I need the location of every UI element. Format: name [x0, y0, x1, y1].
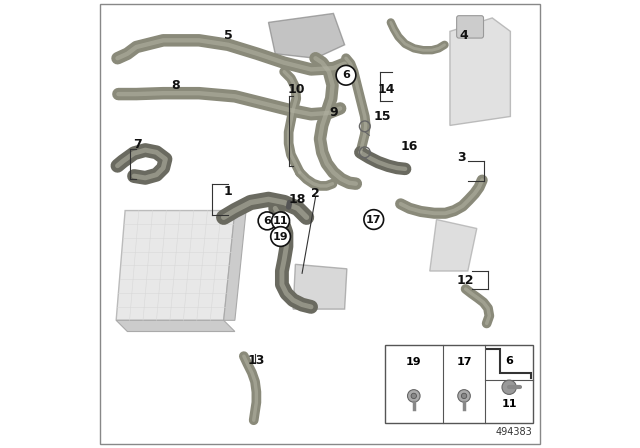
- Circle shape: [502, 380, 516, 394]
- Circle shape: [271, 212, 289, 230]
- Text: 14: 14: [378, 83, 395, 96]
- Text: 6: 6: [505, 356, 513, 366]
- Text: 4: 4: [459, 29, 468, 43]
- Text: 494383: 494383: [496, 427, 533, 437]
- Text: 5: 5: [224, 29, 232, 43]
- Circle shape: [408, 390, 420, 402]
- Text: 11: 11: [273, 216, 289, 226]
- Text: 19: 19: [406, 357, 422, 367]
- Text: 17: 17: [366, 215, 381, 224]
- Text: 15: 15: [374, 110, 392, 123]
- Text: 19: 19: [273, 232, 289, 241]
- Text: 9: 9: [329, 105, 338, 119]
- Polygon shape: [269, 13, 345, 58]
- Text: 10: 10: [288, 83, 305, 96]
- Text: 13: 13: [248, 354, 265, 367]
- Text: 2: 2: [311, 187, 320, 200]
- Text: 16: 16: [401, 140, 419, 154]
- Text: 7: 7: [133, 138, 141, 151]
- Polygon shape: [116, 211, 235, 320]
- Text: 12: 12: [457, 273, 474, 287]
- Text: 3: 3: [457, 151, 465, 164]
- Polygon shape: [116, 320, 235, 332]
- Text: 8: 8: [172, 78, 180, 92]
- Circle shape: [364, 210, 383, 229]
- Text: 6: 6: [342, 70, 350, 80]
- Circle shape: [461, 393, 467, 399]
- Circle shape: [258, 212, 276, 230]
- FancyBboxPatch shape: [457, 16, 484, 38]
- Circle shape: [458, 390, 470, 402]
- Polygon shape: [430, 220, 477, 271]
- Circle shape: [411, 393, 417, 399]
- Polygon shape: [450, 18, 511, 125]
- Polygon shape: [293, 264, 347, 309]
- Circle shape: [271, 227, 291, 246]
- Text: 1: 1: [224, 185, 232, 198]
- Text: 18: 18: [289, 193, 307, 206]
- Circle shape: [336, 65, 356, 85]
- Text: 17: 17: [456, 357, 472, 367]
- Text: 11: 11: [501, 399, 517, 409]
- Text: 6: 6: [263, 216, 271, 226]
- Bar: [385, 345, 533, 423]
- Polygon shape: [224, 211, 246, 320]
